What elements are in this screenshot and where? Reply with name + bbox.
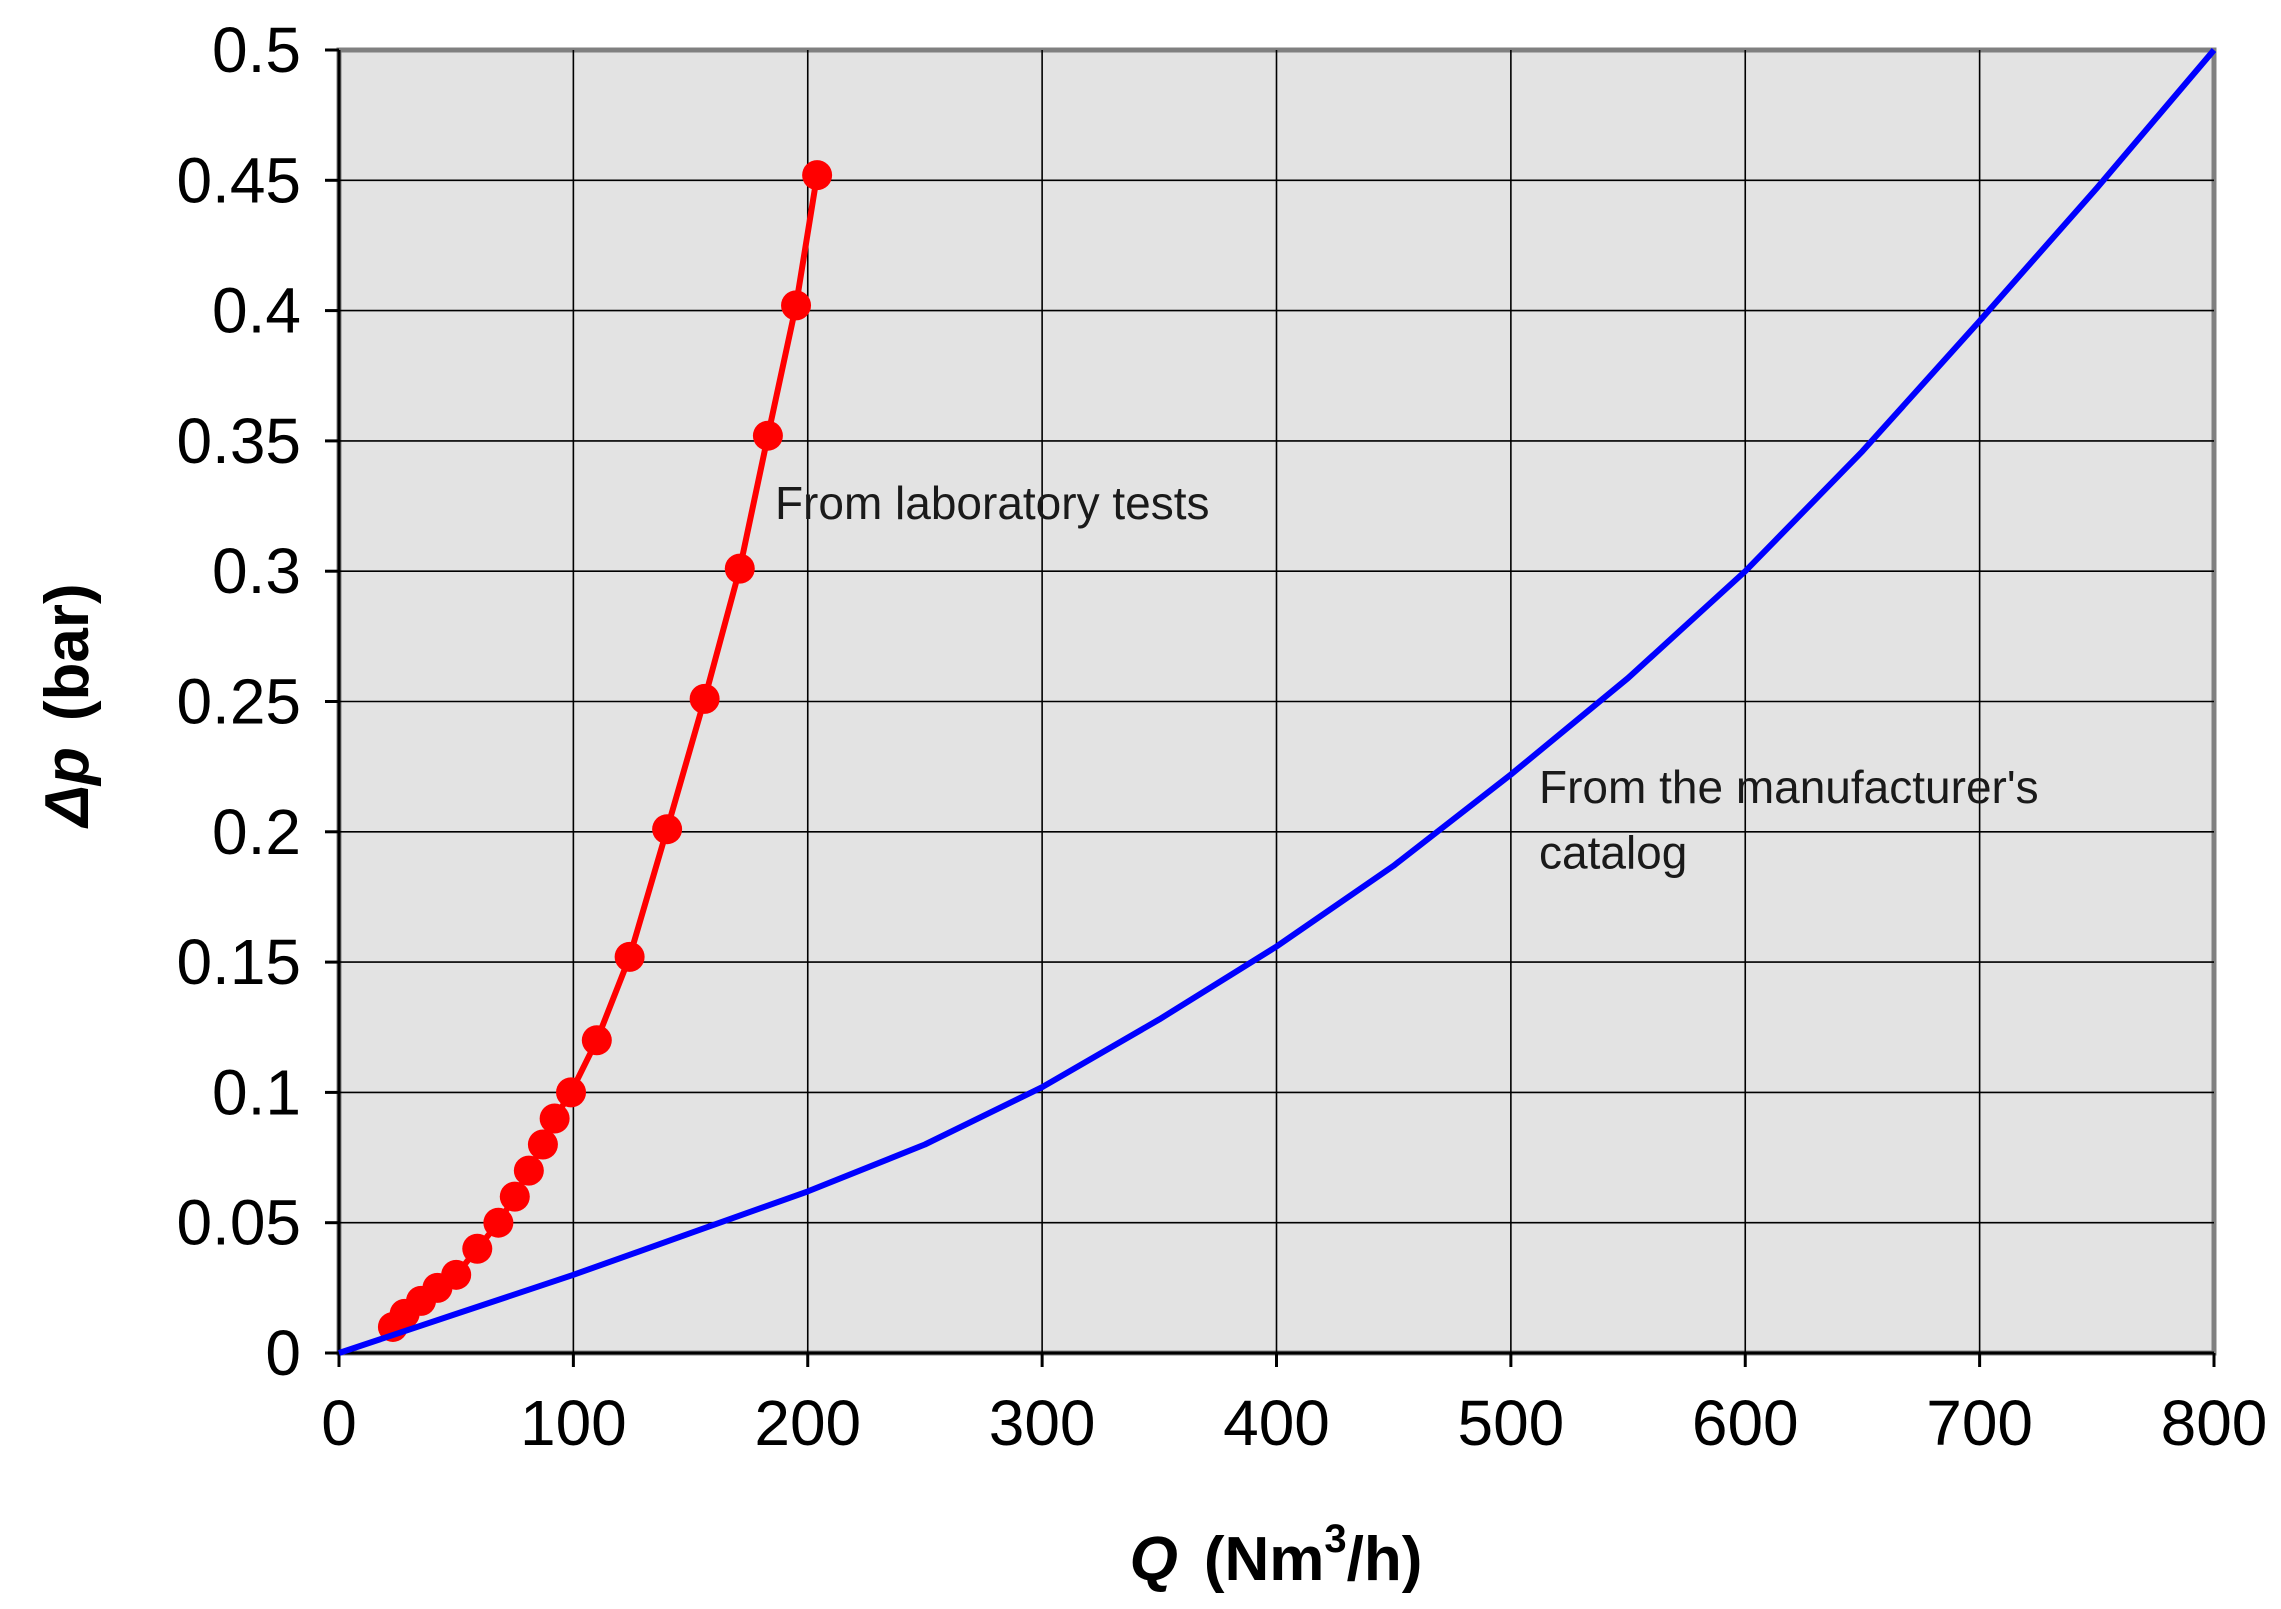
- data-point: [652, 814, 683, 845]
- series-layer: [338, 48, 2217, 1356]
- x-tick-label: 100: [520, 1387, 627, 1459]
- y-tick-label: 0.15: [176, 926, 301, 998]
- data-point: [513, 1155, 544, 1186]
- y-tick-label: 0.2: [212, 796, 301, 868]
- x-axis-unit-before: (Nm: [1204, 1525, 1325, 1594]
- data-point: [483, 1207, 514, 1238]
- series-1: [338, 48, 2217, 1356]
- data-point: [689, 683, 720, 714]
- data-point: [527, 1129, 558, 1160]
- y-tick-labels: 0 0.05 0.1 0.15 0.2 0.25 0.3 0.35 0.4 0.45 0.5: [176, 14, 301, 1389]
- x-axis-unit-sup: 3: [1324, 1517, 1346, 1561]
- data-point: [614, 941, 645, 972]
- x-tick-labels: 0 100 200 300 400 500 600 700 800: [321, 1387, 2267, 1459]
- x-axis-unit-after: /h): [1347, 1525, 1423, 1594]
- y-axis-unit: (bar): [33, 583, 102, 721]
- data-point: [499, 1181, 530, 1212]
- data-point: [539, 1103, 570, 1134]
- annotation-label: From laboratory tests: [775, 477, 1210, 529]
- y-axis-title: Δp (bar): [33, 583, 102, 828]
- y-tick-label: 0.5: [212, 14, 301, 86]
- x-tick-label: 700: [1926, 1387, 2033, 1459]
- x-tick-label: 300: [989, 1387, 1096, 1459]
- x-tick-label: 800: [2161, 1387, 2268, 1459]
- data-point: [581, 1025, 612, 1056]
- annotation-layer: From laboratory tests From the manufactur…: [775, 477, 2039, 878]
- y-tick-label: 0.35: [176, 405, 301, 477]
- y-tick-label: 0.3: [212, 535, 301, 607]
- y-tick-label: 0: [265, 1317, 301, 1389]
- y-tick-label: 0.45: [176, 144, 301, 216]
- data-point: [781, 290, 812, 321]
- x-axis-symbol: Q: [1130, 1525, 1178, 1594]
- data-point: [802, 160, 833, 191]
- x-axis-title: Q (Nm3/h): [1130, 1517, 1423, 1594]
- y-tick-label: 0.25: [176, 666, 301, 738]
- x-tick-label: 400: [1223, 1387, 1330, 1459]
- y-tick-label: 0.4: [212, 275, 301, 347]
- data-point: [462, 1233, 493, 1264]
- data-point: [556, 1077, 587, 1108]
- data-point: [752, 420, 783, 451]
- tick-marks: [325, 48, 2216, 1367]
- annotation-label: From the manufacturer's: [1539, 761, 2039, 813]
- data-point: [441, 1259, 472, 1290]
- annotation-label: catalog: [1539, 826, 1687, 878]
- x-tick-label: 0: [321, 1387, 357, 1459]
- x-tick-label: 200: [754, 1387, 861, 1459]
- y-axis-symbol: Δp: [33, 747, 102, 829]
- x-tick-label: 600: [1692, 1387, 1799, 1459]
- y-tick-label: 0.05: [176, 1187, 301, 1259]
- x-tick-label: 500: [1457, 1387, 1564, 1459]
- data-point: [724, 553, 755, 584]
- grid: [339, 50, 2214, 1353]
- y-tick-label: 0.1: [212, 1056, 301, 1128]
- series-line: [338, 48, 2217, 1356]
